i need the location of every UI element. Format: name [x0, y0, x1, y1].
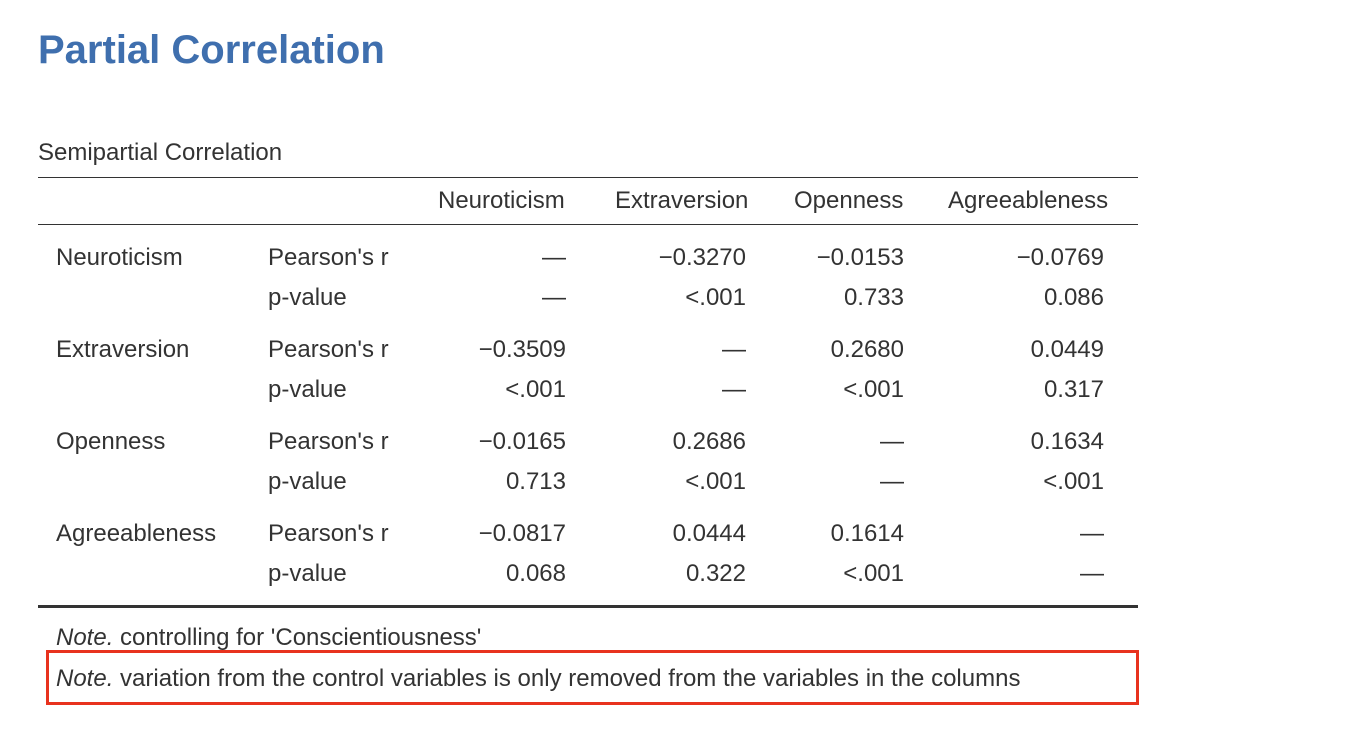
table-cell-p-value: —: [880, 468, 904, 495]
table-cell-pearson-r: 0.2686: [672, 428, 746, 455]
table-top-rule: [38, 177, 1138, 178]
stat-label-pearson: Pearson's r: [268, 428, 389, 455]
note-text: controlling for 'Conscientiousness': [113, 624, 482, 651]
table-cell-p-value: 0.068: [505, 560, 566, 587]
table-cell-p-value: —: [542, 284, 566, 311]
table-cell-pearson-r: —: [1080, 520, 1104, 547]
table-cell-pearson-r: −0.0769: [1016, 244, 1104, 271]
note-prefix: Note.: [56, 665, 114, 692]
column-header-neuroticism: Neuroticism: [438, 187, 565, 214]
table-cell-p-value: —: [1080, 560, 1104, 587]
stat-label-p-value: p-value: [268, 376, 347, 403]
table-cell-pearson-r: −0.0153: [816, 244, 904, 271]
table-cell-p-value: <.001: [843, 560, 904, 587]
table-cell-pearson-r: 0.0444: [672, 520, 746, 547]
column-header-extraversion: Extraversion: [615, 187, 749, 214]
table-caption: Semipartial Correlation: [38, 139, 283, 166]
table-cell-p-value: 0.317: [1043, 376, 1104, 403]
row-label-agreeableness: Agreeableness: [56, 520, 217, 547]
table-note: Note. controlling for 'Conscientiousness…: [56, 623, 481, 653]
table-cell-pearson-r: −0.0817: [478, 520, 566, 547]
table-cell-pearson-r: 0.2680: [830, 336, 904, 363]
table-cell-pearson-r: −0.3270: [658, 244, 746, 271]
table-cell-p-value: 0.086: [1043, 284, 1104, 311]
table-cell-pearson-r: 0.1614: [830, 520, 904, 547]
stat-label-pearson: Pearson's r: [268, 244, 389, 271]
table-cell-p-value: —: [722, 376, 746, 403]
note-prefix: Note.: [56, 624, 114, 651]
table-cell-pearson-r: −0.3509: [478, 336, 566, 363]
stat-label-p-value: p-value: [268, 284, 347, 311]
table-cell-pearson-r: —: [880, 428, 904, 455]
table-bottom-rule: [38, 605, 1138, 608]
note-text: variation from the control variables is …: [113, 665, 1021, 692]
table-cell-pearson-r: —: [542, 244, 566, 271]
column-header-openness: Openness: [794, 187, 904, 214]
highlight-box: [46, 650, 1139, 705]
row-label-neuroticism: Neuroticism: [56, 244, 183, 271]
table-cell-pearson-r: 0.1634: [1030, 428, 1104, 455]
page-title: Partial Correlation: [38, 28, 385, 72]
table-cell-p-value: 0.713: [505, 468, 566, 495]
table-cell-p-value: 0.733: [843, 284, 904, 311]
table-cell-pearson-r: 0.0449: [1030, 336, 1104, 363]
table-cell-p-value: <.001: [505, 376, 566, 403]
stat-label-p-value: p-value: [268, 468, 347, 495]
table-cell-pearson-r: −0.0165: [478, 428, 566, 455]
table-cell-p-value: <.001: [685, 468, 746, 495]
stat-label-p-value: p-value: [268, 560, 347, 587]
table-note: Note. variation from the control variabl…: [56, 664, 1020, 694]
table-cell-p-value: <.001: [685, 284, 746, 311]
table-header-rule: [38, 224, 1138, 225]
row-label-openness: Openness: [56, 428, 166, 455]
row-label-extraversion: Extraversion: [56, 336, 190, 363]
table-cell-p-value: <.001: [1043, 468, 1104, 495]
table-cell-p-value: <.001: [843, 376, 904, 403]
table-cell-p-value: 0.322: [685, 560, 746, 587]
column-header-agreeableness: Agreeableness: [948, 187, 1109, 214]
table-cell-pearson-r: —: [722, 336, 746, 363]
stat-label-pearson: Pearson's r: [268, 336, 389, 363]
stat-label-pearson: Pearson's r: [268, 520, 389, 547]
